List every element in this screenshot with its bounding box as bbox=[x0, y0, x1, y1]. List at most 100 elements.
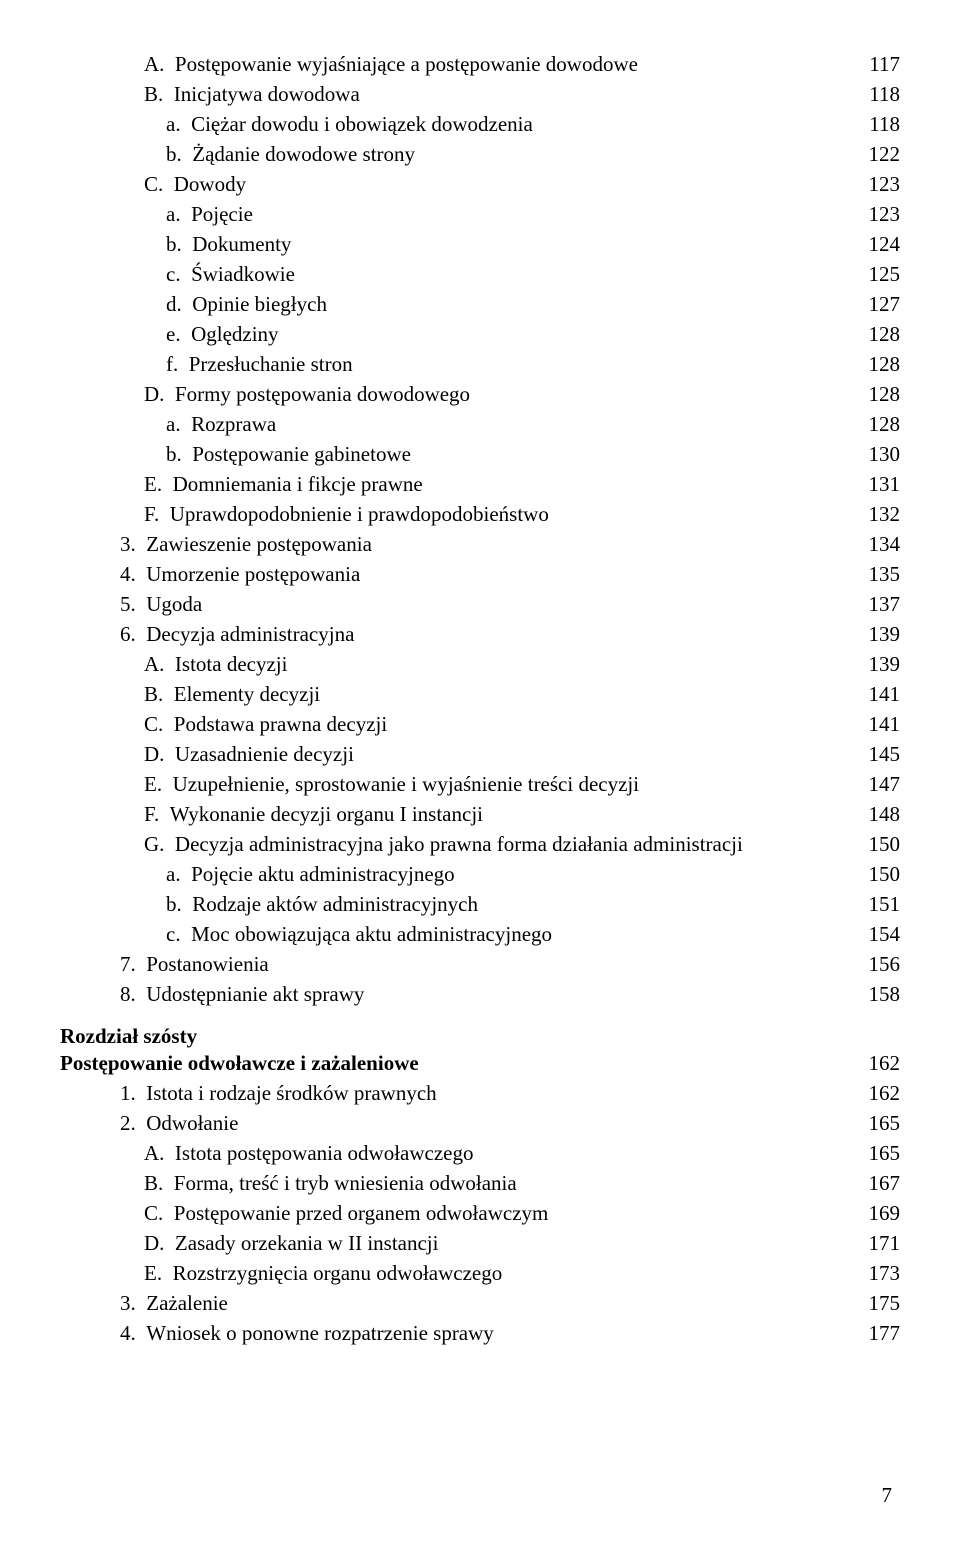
toc-entry-text: Rozstrzygnięcia organu odwoławczego bbox=[162, 1259, 502, 1287]
toc-entry-label: E. bbox=[144, 470, 162, 498]
toc-entry: A. Istota decyzji139 bbox=[60, 650, 900, 678]
toc-entry-text: Postępowanie wyjaśniające a postępowanie… bbox=[164, 50, 638, 78]
toc-entry-text: Uprawdopodobnienie i prawdopodobieństwo bbox=[159, 500, 549, 528]
toc-entry-label: F. bbox=[144, 800, 159, 828]
toc-entry-page: 118 bbox=[867, 80, 900, 108]
toc-entry: a. Rozprawa128 bbox=[60, 410, 900, 438]
toc-entry: 1. Istota i rodzaje środków prawnych162 bbox=[60, 1079, 900, 1107]
toc-entry-text: Forma, treść i tryb wniesienia odwołania bbox=[163, 1169, 516, 1197]
toc-entry-label: D. bbox=[144, 380, 164, 408]
toc-entry-page: 151 bbox=[867, 890, 901, 918]
toc-entry-text: Postępowanie przed organem odwoławczym bbox=[163, 1199, 548, 1227]
toc-entry-label: b. bbox=[166, 440, 182, 468]
toc-entry-page: 156 bbox=[867, 950, 901, 978]
toc-entry-text: Ugoda bbox=[136, 590, 203, 618]
toc-entry-page: 165 bbox=[867, 1139, 901, 1167]
toc-entry-page: 117 bbox=[867, 50, 900, 78]
toc-entry: a. Pojęcie aktu administracyjnego150 bbox=[60, 860, 900, 888]
toc-entry-page: 134 bbox=[867, 530, 901, 558]
toc-entry-text: Decyzja administracyjna bbox=[136, 620, 355, 648]
toc-entry-text: Odwołanie bbox=[136, 1109, 239, 1137]
toc-entry-page: 150 bbox=[867, 830, 901, 858]
toc-entry-text: Przesłuchanie stron bbox=[178, 350, 352, 378]
toc-entry-label: 7. bbox=[120, 950, 136, 978]
toc-entry-label: b. bbox=[166, 140, 182, 168]
table-of-contents: A. Postępowanie wyjaśniające a postępowa… bbox=[60, 50, 900, 1347]
toc-entry: 3. Zawieszenie postępowania134 bbox=[60, 530, 900, 558]
toc-entry-page: 123 bbox=[867, 170, 901, 198]
toc-entry-label: a. bbox=[166, 860, 181, 888]
toc-entry-page: 137 bbox=[867, 590, 901, 618]
toc-entry-text: Ciężar dowodu i obowiązek dowodzenia bbox=[181, 110, 533, 138]
chapter-title-page: 162 bbox=[867, 1049, 901, 1077]
toc-entry: b. Rodzaje aktów administracyjnych151 bbox=[60, 890, 900, 918]
toc-entry-text: Istota decyzji bbox=[164, 650, 287, 678]
toc-entry: 7. Postanowienia 156 bbox=[60, 950, 900, 978]
toc-entry-label: F. bbox=[144, 500, 159, 528]
toc-entry-label: e. bbox=[166, 320, 181, 348]
toc-entry: 8. Udostępnianie akt sprawy158 bbox=[60, 980, 900, 1008]
toc-entry-text: Uzupełnienie, sprostowanie i wyjaśnienie… bbox=[162, 770, 639, 798]
toc-entry-text: Dowody bbox=[163, 170, 246, 198]
toc-entry-page: 141 bbox=[867, 680, 901, 708]
toc-entry-label: D. bbox=[144, 1229, 164, 1257]
toc-entry-page: 135 bbox=[867, 560, 901, 588]
toc-entry-label: E. bbox=[144, 1259, 162, 1287]
toc-entry-text: Opinie biegłych bbox=[182, 290, 327, 318]
toc-entry: b. Postępowanie gabinetowe 130 bbox=[60, 440, 900, 468]
toc-entry-label: E. bbox=[144, 770, 162, 798]
toc-entry-page: 165 bbox=[867, 1109, 901, 1137]
toc-entry-label: 2. bbox=[120, 1109, 136, 1137]
toc-entry: C. Dowody123 bbox=[60, 170, 900, 198]
toc-entry-label: d. bbox=[166, 290, 182, 318]
toc-entry-label: D. bbox=[144, 740, 164, 768]
toc-entry-page: 177 bbox=[867, 1319, 901, 1347]
toc-entry-text: Rozprawa bbox=[181, 410, 277, 438]
toc-entry-text: Rodzaje aktów administracyjnych bbox=[182, 890, 478, 918]
toc-entry-text: Zawieszenie postępowania bbox=[136, 530, 372, 558]
toc-entry: f. Przesłuchanie stron128 bbox=[60, 350, 900, 378]
toc-entry-page: 128 bbox=[867, 320, 901, 348]
toc-entry: 5. Ugoda 137 bbox=[60, 590, 900, 618]
toc-entry: d. Opinie biegłych127 bbox=[60, 290, 900, 318]
toc-entry-page: 171 bbox=[867, 1229, 901, 1257]
toc-entry-page: 118 bbox=[867, 110, 900, 138]
toc-entry: G. Decyzja administracyjna jako prawna f… bbox=[60, 830, 900, 858]
toc-entry: F. Uprawdopodobnienie i prawdopodobieńst… bbox=[60, 500, 900, 528]
toc-entry-page: 132 bbox=[867, 500, 901, 528]
toc-entry-page: 128 bbox=[867, 350, 901, 378]
toc-entry: 3. Zażalenie175 bbox=[60, 1289, 900, 1317]
toc-entry-text: Podstawa prawna decyzji bbox=[163, 710, 387, 738]
toc-entry: D. Formy postępowania dowodowego 128 bbox=[60, 380, 900, 408]
chapter-title-entry: Postępowanie odwoławcze i zażaleniowe 162 bbox=[60, 1049, 900, 1077]
toc-entry-label: 1. bbox=[120, 1079, 136, 1107]
toc-entry-label: C. bbox=[144, 1199, 163, 1227]
toc-entry-text: Pojęcie bbox=[181, 200, 253, 228]
toc-entry-page: 130 bbox=[867, 440, 901, 468]
page-number: 7 bbox=[882, 1483, 893, 1508]
toc-entry-text: Świadkowie bbox=[181, 260, 295, 288]
toc-entry-text: Zasady orzekania w II instancji bbox=[164, 1229, 438, 1257]
toc-entry: F. Wykonanie decyzji organu I instancji1… bbox=[60, 800, 900, 828]
toc-entry-label: c. bbox=[166, 920, 181, 948]
toc-entry-page: 141 bbox=[867, 710, 901, 738]
toc-entry-page: 125 bbox=[867, 260, 901, 288]
toc-entry-label: B. bbox=[144, 680, 163, 708]
toc-entry: D. Zasady orzekania w II instancji 171 bbox=[60, 1229, 900, 1257]
toc-entry-label: 5. bbox=[120, 590, 136, 618]
toc-entry-page: 123 bbox=[867, 200, 901, 228]
toc-entry-page: 139 bbox=[867, 620, 901, 648]
toc-entry: c. Moc obowiązująca aktu administracyjne… bbox=[60, 920, 900, 948]
toc-entry-label: A. bbox=[144, 1139, 164, 1167]
toc-entry: 2. Odwołanie 165 bbox=[60, 1109, 900, 1137]
toc-entry-text: Postępowanie gabinetowe bbox=[182, 440, 411, 468]
toc-entry-label: B. bbox=[144, 80, 163, 108]
toc-entry-page: 128 bbox=[867, 380, 901, 408]
chapter-title-text: Postępowanie odwoławcze i zażaleniowe bbox=[60, 1049, 419, 1077]
toc-entry-text: Postanowienia bbox=[136, 950, 269, 978]
toc-entry-text: Formy postępowania dowodowego bbox=[164, 380, 470, 408]
toc-entry-label: 4. bbox=[120, 560, 136, 588]
toc-entry-label: b. bbox=[166, 230, 182, 258]
toc-entry-text: Zażalenie bbox=[136, 1289, 228, 1317]
toc-entry: C. Podstawa prawna decyzji141 bbox=[60, 710, 900, 738]
